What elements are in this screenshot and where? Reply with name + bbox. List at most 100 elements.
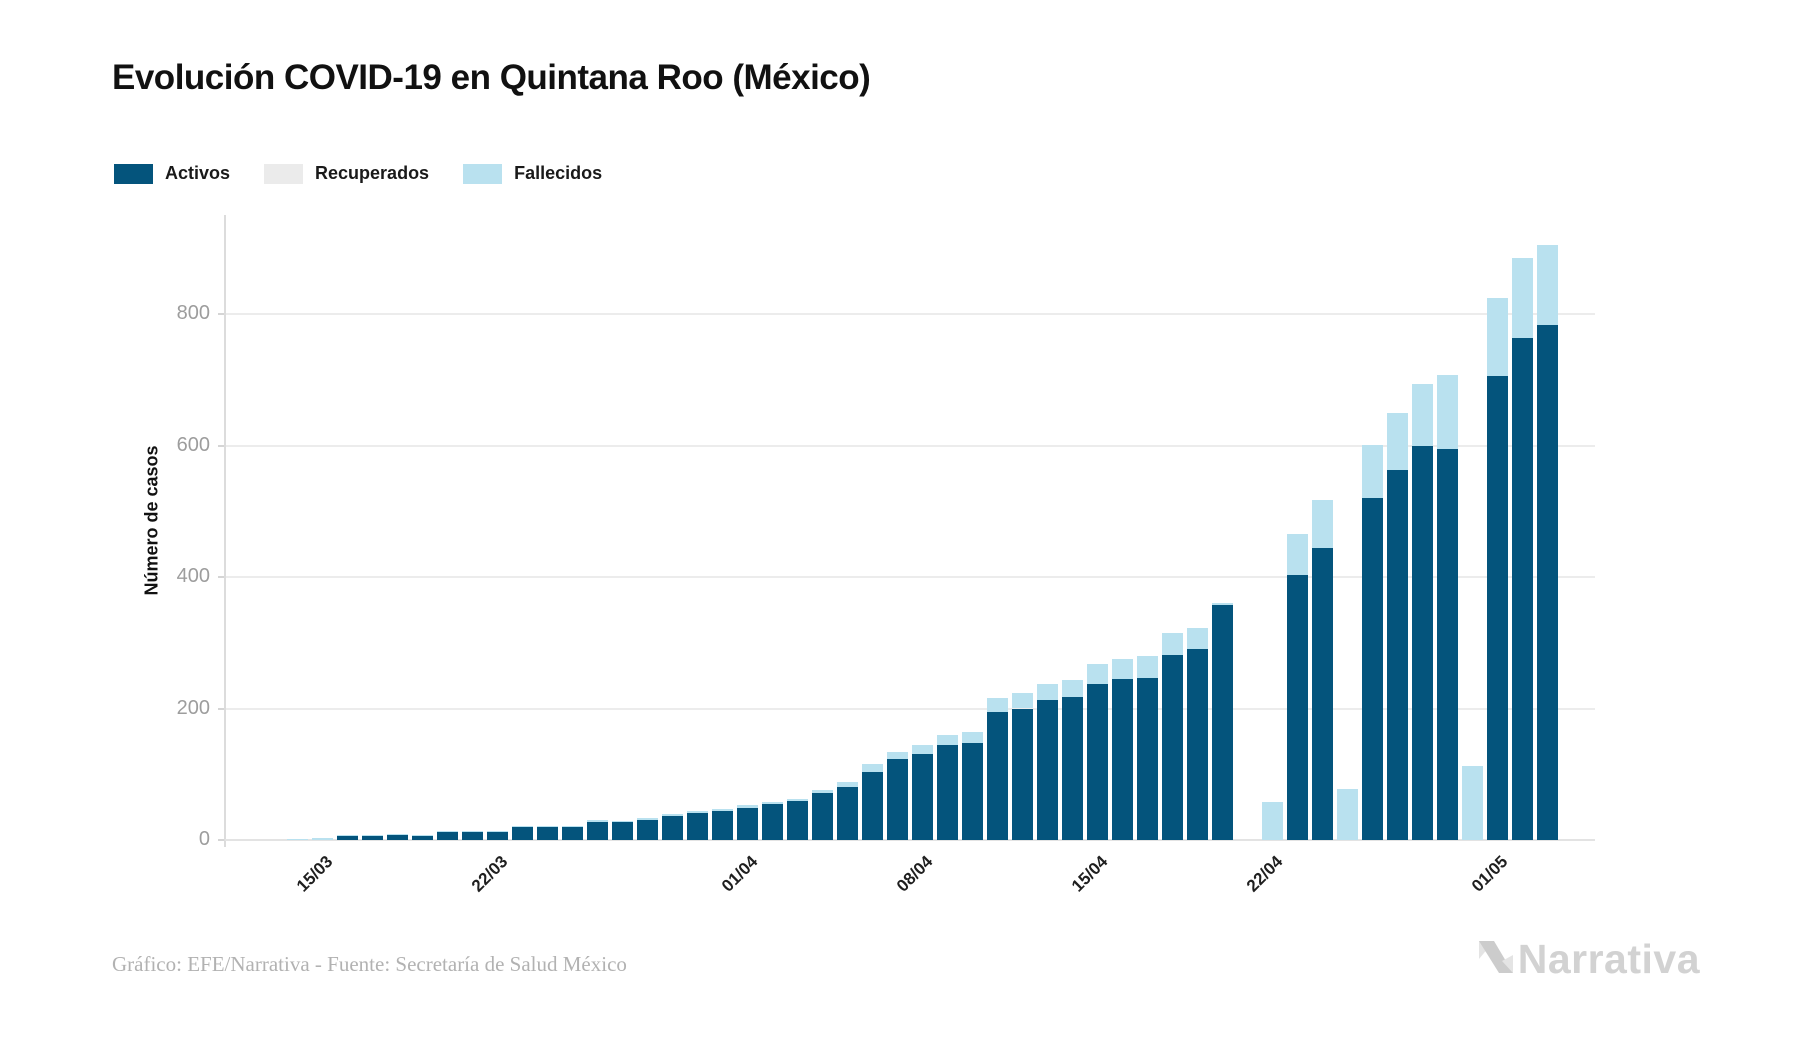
bar-12/04-activos[interactable] bbox=[1012, 708, 1033, 840]
bar-04/04-activos[interactable] bbox=[812, 793, 833, 840]
bar-28/04-fallecidos[interactable] bbox=[1412, 383, 1433, 447]
bar-02/05-activos[interactable] bbox=[1512, 337, 1533, 840]
bar-14/04-activos[interactable] bbox=[1062, 697, 1083, 840]
bar-19/04-fallecidos[interactable] bbox=[1187, 628, 1208, 650]
bar-20/03-fallecidos[interactable] bbox=[437, 831, 458, 833]
bar-25/04-fallecidos[interactable] bbox=[1337, 788, 1358, 840]
bar-29/04-activos[interactable] bbox=[1437, 448, 1458, 840]
bar-15/04-activos[interactable] bbox=[1087, 684, 1108, 840]
bar-26/03-fallecidos[interactable] bbox=[587, 820, 608, 822]
legend-item-recuperados[interactable]: Recuperados bbox=[264, 163, 429, 184]
bar-31/03-activos[interactable] bbox=[712, 811, 733, 840]
bar-03/05-activos[interactable] bbox=[1537, 324, 1558, 840]
bar-30/04-fallecidos[interactable] bbox=[1462, 765, 1483, 840]
bar-14/04-fallecidos[interactable] bbox=[1062, 679, 1083, 698]
bar-25/03-fallecidos[interactable] bbox=[562, 825, 583, 827]
bar-03/04-fallecidos[interactable] bbox=[787, 798, 808, 802]
bar-18/03-fallecidos[interactable] bbox=[387, 834, 408, 835]
bar-02/04-fallecidos[interactable] bbox=[762, 801, 783, 805]
bar-24/03-fallecidos[interactable] bbox=[537, 825, 558, 827]
bar-05/04-activos[interactable] bbox=[837, 787, 858, 840]
bar-26/04-activos[interactable] bbox=[1362, 498, 1383, 840]
bar-29/03-activos[interactable] bbox=[662, 815, 683, 840]
bar-03/04-activos[interactable] bbox=[787, 801, 808, 840]
bar-13/04-fallecidos[interactable] bbox=[1037, 684, 1058, 700]
bar-25/03-activos[interactable] bbox=[562, 826, 583, 840]
bar-04/04-fallecidos[interactable] bbox=[812, 790, 833, 794]
bar-21/03-activos[interactable] bbox=[462, 831, 483, 840]
bar-24/03-activos[interactable] bbox=[537, 826, 558, 840]
bar-27/04-fallecidos[interactable] bbox=[1387, 413, 1408, 471]
bar-17/03-activos[interactable] bbox=[362, 835, 383, 840]
bar-19/03-fallecidos[interactable] bbox=[412, 834, 433, 836]
bar-28/03-activos[interactable] bbox=[637, 819, 658, 840]
bar-08/04-fallecidos[interactable] bbox=[912, 745, 933, 754]
bar-08/04-activos[interactable] bbox=[912, 753, 933, 840]
bar-16/03-fallecidos[interactable] bbox=[337, 835, 358, 837]
bar-27/03-activos[interactable] bbox=[612, 822, 633, 840]
bar-12/04-fallecidos[interactable] bbox=[1012, 693, 1033, 709]
bar-16/04-activos[interactable] bbox=[1112, 678, 1133, 840]
bar-10/04-fallecidos[interactable] bbox=[962, 732, 983, 743]
bar-15/04-fallecidos[interactable] bbox=[1087, 663, 1108, 685]
bar-19/03-activos[interactable] bbox=[412, 835, 433, 840]
bar-10/04-activos[interactable] bbox=[962, 742, 983, 840]
bar-29/03-fallecidos[interactable] bbox=[662, 814, 683, 816]
bar-28/04-activos[interactable] bbox=[1412, 446, 1433, 840]
bar-01/05-fallecidos[interactable] bbox=[1487, 298, 1508, 377]
bar-23/03-activos[interactable] bbox=[512, 826, 533, 840]
bar-22/04-fallecidos[interactable] bbox=[1262, 801, 1283, 840]
bar-07/04-fallecidos[interactable] bbox=[887, 751, 908, 760]
bar-15/03-fallecidos[interactable] bbox=[312, 838, 333, 840]
bar-09/04-activos[interactable] bbox=[937, 744, 958, 840]
bar-31/03-fallecidos[interactable] bbox=[712, 809, 733, 812]
bar-30/03-activos[interactable] bbox=[687, 813, 708, 840]
bar-18/04-activos[interactable] bbox=[1162, 655, 1183, 840]
bar-16/04-fallecidos[interactable] bbox=[1112, 658, 1133, 679]
bar-22/03-activos[interactable] bbox=[487, 831, 508, 840]
bar-18/03-activos[interactable] bbox=[387, 834, 408, 840]
bar-16/03-activos[interactable] bbox=[337, 836, 358, 840]
bar-17/03-fallecidos[interactable] bbox=[362, 834, 383, 836]
bar-19/04-activos[interactable] bbox=[1187, 649, 1208, 840]
legend-item-fallecidos[interactable]: Fallecidos bbox=[463, 163, 602, 184]
bar-22/03-fallecidos[interactable] bbox=[487, 830, 508, 832]
bar-26/03-activos[interactable] bbox=[587, 821, 608, 840]
legend-item-activos[interactable]: Activos bbox=[114, 163, 230, 184]
bar-02/04-activos[interactable] bbox=[762, 804, 783, 840]
bar-26/04-fallecidos[interactable] bbox=[1362, 444, 1383, 499]
bar-23/04-activos[interactable] bbox=[1287, 575, 1308, 840]
bar-30/03-fallecidos[interactable] bbox=[687, 811, 708, 814]
bar-01/04-activos[interactable] bbox=[737, 807, 758, 840]
bar-09/04-fallecidos[interactable] bbox=[937, 734, 958, 745]
bar-17/04-activos[interactable] bbox=[1137, 677, 1158, 840]
bar-27/04-activos[interactable] bbox=[1387, 470, 1408, 840]
bar-20/04-activos[interactable] bbox=[1212, 604, 1233, 840]
bar-03/05-fallecidos[interactable] bbox=[1537, 244, 1558, 325]
bar-02/05-fallecidos[interactable] bbox=[1512, 258, 1533, 338]
gridline-200 bbox=[225, 707, 1595, 710]
bar-18/04-fallecidos[interactable] bbox=[1162, 632, 1183, 656]
bar-28/03-fallecidos[interactable] bbox=[637, 818, 658, 820]
bar-20/03-activos[interactable] bbox=[437, 832, 458, 840]
bar-01/04-fallecidos[interactable] bbox=[737, 805, 758, 808]
bar-14/03-fallecidos[interactable] bbox=[287, 838, 308, 840]
bar-24/04-fallecidos[interactable] bbox=[1312, 500, 1333, 549]
bar-23/04-fallecidos[interactable] bbox=[1287, 534, 1308, 575]
bar-01/05-activos[interactable] bbox=[1487, 376, 1508, 840]
bar-11/04-fallecidos[interactable] bbox=[987, 697, 1008, 713]
bar-17/04-fallecidos[interactable] bbox=[1137, 655, 1158, 678]
bar-07/04-activos[interactable] bbox=[887, 759, 908, 840]
bar-13/04-activos[interactable] bbox=[1037, 699, 1058, 840]
bar-11/04-activos[interactable] bbox=[987, 712, 1008, 840]
bar-29/04-fallecidos[interactable] bbox=[1437, 375, 1458, 449]
bar-21/03-fallecidos[interactable] bbox=[462, 830, 483, 832]
bar-23/03-fallecidos[interactable] bbox=[512, 825, 533, 827]
bar-24/04-activos[interactable] bbox=[1312, 548, 1333, 840]
bar-27/03-fallecidos[interactable] bbox=[612, 820, 633, 823]
bar-20/04-fallecidos[interactable] bbox=[1212, 602, 1233, 605]
bar-06/04-activos[interactable] bbox=[862, 771, 883, 840]
bar-05/04-fallecidos[interactable] bbox=[837, 782, 858, 788]
bar-06/04-fallecidos[interactable] bbox=[862, 764, 883, 772]
